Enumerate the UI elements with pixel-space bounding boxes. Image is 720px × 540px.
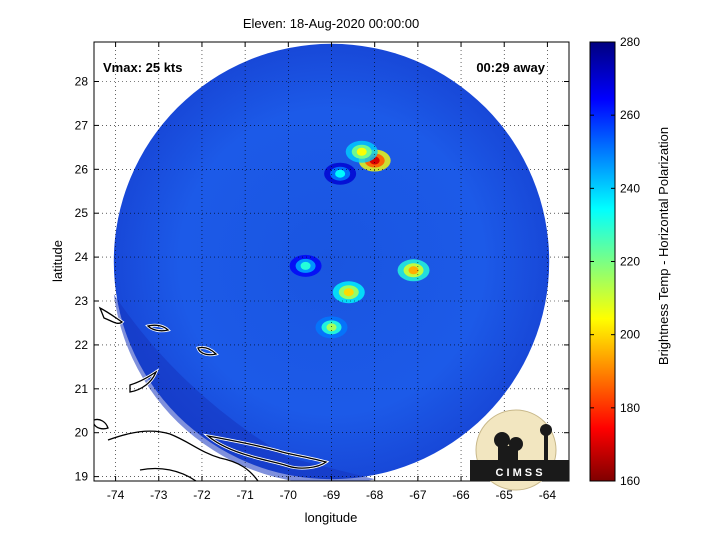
cold-spot [289,254,322,277]
y-tick-label: 26 [75,162,89,176]
cold-spot [397,259,430,282]
x-tick-label: -69 [323,488,341,502]
plot-area: -74 -73 -72 -71 -70 -69 -68 -67 -66 -65 -64 19 20 21… [75,41,570,502]
colorbar-gradient [589,41,616,482]
y-tick-label: 22 [75,338,89,352]
colorbar: 160 180 200 220 240 260 280 Brightness Temp - … [589,35,671,488]
time-away-annotation: 00:29 away [476,60,545,75]
vmax-annotation: Vmax: 25 kts [103,60,183,75]
colorbar-tick-label: 240 [620,181,640,195]
cimss-logo: C I M S S [470,409,569,491]
chart-title: Eleven: 18-Aug-2020 00:00:00 [243,16,419,31]
colorbar-tick-label: 200 [620,328,640,342]
x-axis-label: longitude [305,510,358,525]
y-tick-label: 19 [75,470,89,484]
cold-spot [315,316,348,339]
x-tick-label: -64 [539,488,557,502]
coastlines [94,304,330,481]
y-tick-label: 23 [75,294,89,308]
colorbar-label: Brightness Temp - Horizontal Polarizatio… [656,127,671,365]
y-tick-label: 24 [75,250,89,264]
colorbar-tick-label: 180 [620,401,640,415]
cold-spot [332,281,365,304]
x-tick-label: -66 [452,488,470,502]
y-tick-label: 28 [75,75,89,89]
y-tick-label: 27 [75,118,89,132]
x-tick-label: -73 [150,488,168,502]
plot-frame [93,41,570,482]
colorbar-tick-label: 220 [620,255,640,269]
cold-spot [324,162,357,185]
x-tick-label: -67 [409,488,427,502]
x-tick-label: -70 [280,488,298,502]
cold-spot [345,140,378,163]
x-tick-label: -71 [236,488,254,502]
colorbar-tick-label: 260 [620,108,640,122]
colorbar-tick-label: 160 [620,474,640,488]
cimss-logo-text: C I M S S [495,467,542,479]
y-tick-label: 20 [75,426,89,440]
y-tick-label: 25 [75,206,89,220]
x-tick-label: -68 [366,488,384,502]
colorbar-tick-label: 280 [620,35,640,49]
y-axis-label: latitude [50,240,65,282]
colorbar-ticks: 160 180 200 220 240 260 280 [590,35,640,488]
microwave-swath [113,43,550,480]
y-tick-label: 21 [75,382,89,396]
x-axis-ticks: -74 -73 -72 -71 -70 -69 -68 -67 -66 -65 -64 [107,42,556,502]
x-tick-label: -72 [193,488,211,502]
x-tick-label: -74 [107,488,125,502]
y-axis-ticks: 19 20 21 22 23 24 25 26 27 28 [75,75,569,484]
x-tick-label: -65 [496,488,514,502]
